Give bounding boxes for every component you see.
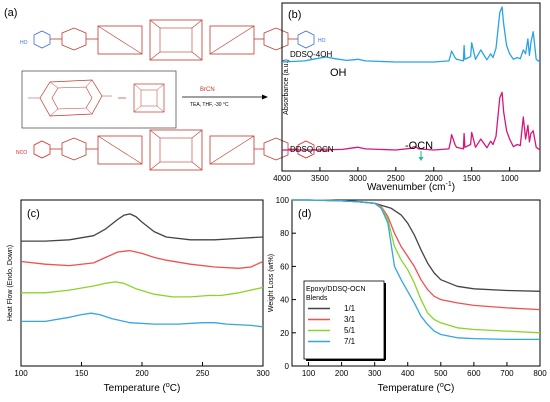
panel-d-x-tick-label: 300 [368,369,382,378]
panel-d-frame [291,199,541,367]
dsc-curve-1 [21,213,264,242]
product-end-group-left: NCO [16,150,27,156]
legend-entry-label: 1/1 [344,304,356,313]
panel-d-x-tick-label: 500 [434,369,448,378]
panel-b-x-tick-label: 2000 [425,174,443,183]
panel-c-x-ticks: 100 150 200 250 300 [14,362,270,378]
panel-b-x-tick-label: 1000 [501,174,519,183]
panel-d-x-axis-label: Temperature (oC) [378,382,455,394]
dsc-curve-2 [20,249,264,269]
cage-structure-box [21,70,177,129]
panel-d-x-tick-label: 600 [467,369,481,378]
panel-d-y-tick-label: 100 [276,196,290,205]
reaction-arrow: BrCN TEA, THF, -30 °C [182,87,268,108]
phenyl-ring-left [33,30,51,49]
legend-ddsq-4oh: DDSQ-4OH [290,50,332,59]
panel-b-series [281,6,541,151]
product-molecule: NCO NCO [16,129,329,171]
panel-b: (b) 4000 3500 3000 2500 2000 1500 1000 Wavenum… [273,2,541,193]
panel-c-x-tick-label: 250 [196,369,210,378]
ddsq-cage-structure [28,79,165,117]
panel-a: (a) HO HO [4,7,329,171]
ocn-arrow [418,151,424,161]
series-ddsq-ocn [282,91,541,151]
legend-ddsq-ocn: DDSQ-OCN [290,145,334,154]
panel-b-x-tick-label: 3000 [349,174,367,183]
panel-d-y-tick-label: 60 [280,262,289,271]
reagent-label: BrCN [200,87,215,93]
panel-c-x-axis-label: Temperature (oC) [104,382,181,394]
legend-items: 1/1 3/1 5/1 7/1 [308,304,356,346]
imide-ring-left [61,137,87,161]
product-end-group-right: NCO [318,148,329,154]
panel-d: (d) 100 200 300 400 500 600 700 800020406080100… [268,196,547,394]
panel-b-y-axis-label: Absorbance (a.u.) [283,59,290,115]
panel-c-x-tick-label: 150 [75,369,89,378]
phenyl-ring-right [297,30,315,49]
panel-a-label: (a) [4,7,17,19]
panel-b-x-tick-label: 2500 [387,174,405,183]
panel-c-label: (c) [27,208,40,220]
panel-c-y-axis-label: Heat Flow (Endo, Down) [7,245,14,321]
panel-d-label: (d) [298,208,311,220]
panel-d-x-tick-label: 200 [335,369,349,378]
conditions-label: TEA, THF, -30 °C [190,102,229,108]
legend-entry-label: 5/1 [344,326,356,335]
reactant-end-group-right: HO [318,38,326,44]
panel-c: (c) 100 150 200 250 300 Temperature (oC) Hea… [7,199,270,394]
panel-b-x-tick-label: 1500 [463,174,481,183]
bicyclic-core-right [209,25,255,55]
panel-d-y-tick-label: 80 [280,229,289,238]
panel-b-frame [281,2,541,172]
panel-d-series [292,199,541,341]
phenyl-ring-left [33,140,51,159]
bicyclic-core-right [209,135,255,165]
panel-d-axes-ticks: 100 200 300 400 500 600 700 800 0 20 40 60 80 100 [276,196,548,378]
panel-d-y-tick-label: 40 [280,296,289,305]
ddsq-core [149,129,203,171]
panel-b-x-axis-label: Wavenumber (cm-1) [367,181,455,193]
imide-ring-left [61,27,87,51]
panel-c-x-tick-label: 200 [135,369,149,378]
annotation-ocn: -OCN [405,140,433,152]
panel-c-x-tick-label: 100 [14,369,28,378]
imide-ring-right [263,27,289,51]
panel-c-x-tick-label: 300 [256,369,270,378]
panel-d-y-axis-label: Weight Loss (wt%) [268,254,275,312]
dsc-curve-3 [21,281,264,298]
reactant-molecule: HO HO [20,19,326,61]
phenyl-ring-right [297,140,315,159]
panel-c-frame [20,199,264,367]
panel-b-x-tick-label: 4000 [273,174,291,183]
tga-curve-1-1 [292,199,541,292]
imide-ring-right [263,137,289,161]
panel-d-y-tick-label: 0 [285,362,290,371]
panel-b-x-tick-label: 3500 [311,174,329,183]
dsc-curve-4 [21,312,264,328]
bicyclic-core-left [97,135,143,165]
reactant-end-group-left: HO [20,40,28,46]
panel-d-x-tick-label: 700 [500,369,514,378]
panel-d-x-tick-label: 400 [401,369,415,378]
panel-d-y-tick-label: 20 [280,329,289,338]
panel-b-label: (b) [288,9,301,21]
ddsq-core [149,19,203,61]
legend-entry-label: 7/1 [344,337,356,346]
panel-d-legend: Epoxy/DDSQ-OCN Blends 1/1 3/1 5/1 7/1 [303,280,386,361]
panel-b-x-ticks: 4000 3500 3000 2500 2000 1500 1000 [273,167,519,183]
tga-curve-7-1 [292,199,540,341]
legend-title-line-2: Blends [306,295,328,302]
annotation-oh: OH [330,67,347,79]
panel-d-x-tick-label: 800 [533,369,547,378]
series-ddsq-4oh [281,6,541,63]
legend-entry-label: 3/1 [344,315,356,324]
panel-d-x-tick-label: 100 [302,369,316,378]
bicyclic-core-left [97,25,143,55]
legend-title-line-1: Epoxy/DDSQ-OCN [306,286,366,293]
panel-c-series [20,213,264,328]
